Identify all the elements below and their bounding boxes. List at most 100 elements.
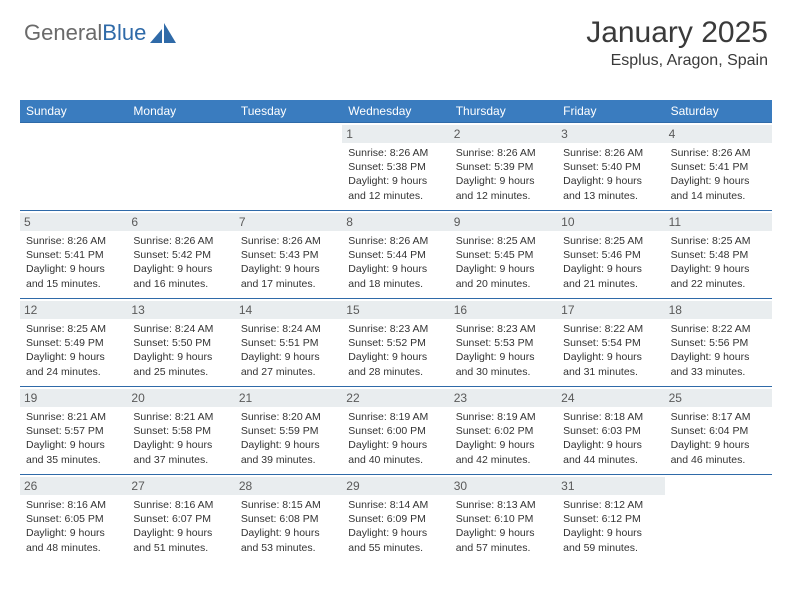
- calendar-cell: 24 Sunrise: 8:18 AMSunset: 6:03 PMDayligh…: [557, 386, 664, 474]
- location-subtitle: Esplus, Aragon, Spain: [586, 52, 768, 70]
- brand-logo: GeneralBlue: [24, 20, 176, 46]
- day-number: 1: [342, 125, 449, 143]
- day-number: 4: [665, 125, 772, 143]
- calendar-cell: 31 Sunrise: 8:12 AMSunset: 6:12 PMDayligh…: [557, 474, 664, 562]
- day-details: Sunrise: 8:25 AMSunset: 5:46 PMDaylight:…: [563, 234, 658, 291]
- weekday-header: Saturday: [665, 100, 772, 122]
- calendar-cell-empty: [127, 122, 234, 210]
- day-number: 30: [450, 477, 557, 495]
- calendar-cell: 9Sunrise: 8:25 AMSunset: 5:45 PMDaylight…: [450, 210, 557, 298]
- day-details: Sunrise: 8:13 AMSunset: 6:10 PMDaylight:…: [456, 498, 551, 555]
- calendar-cell: 6Sunrise: 8:26 AMSunset: 5:42 PMDaylight…: [127, 210, 234, 298]
- day-number: 29: [342, 477, 449, 495]
- calendar-cell: 29 Sunrise: 8:14 AMSunset: 6:09 PMDayligh…: [342, 474, 449, 562]
- day-number: 14: [235, 301, 342, 319]
- day-details: Sunrise: 8:21 AMSunset: 5:58 PMDaylight:…: [133, 410, 228, 467]
- day-details: Sunrise: 8:23 AMSunset: 5:53 PMDaylight:…: [456, 322, 551, 379]
- calendar-cell: 8Sunrise: 8:26 AMSunset: 5:44 PMDaylight…: [342, 210, 449, 298]
- calendar-cell: 17Sunrise: 8:22 AMSunset: 5:54 PMDayligh…: [557, 298, 664, 386]
- day-details: Sunrise: 8:16 AMSunset: 6:05 PMDaylight:…: [26, 498, 121, 555]
- day-details: Sunrise: 8:26 AMSunset: 5:41 PMDaylight:…: [671, 146, 766, 203]
- day-details: Sunrise: 8:24 AMSunset: 5:50 PMDaylight:…: [133, 322, 228, 379]
- day-number: 12: [20, 301, 127, 319]
- calendar-cell: 19 Sunrise: 8:21 AMSunset: 5:57 PMDayligh…: [20, 386, 127, 474]
- day-number: 22: [342, 389, 449, 407]
- day-details: Sunrise: 8:26 AMSunset: 5:38 PMDaylight:…: [348, 146, 443, 203]
- day-details: Sunrise: 8:14 AMSunset: 6:09 PMDaylight:…: [348, 498, 443, 555]
- calendar-cell: 28 Sunrise: 8:15 AMSunset: 6:08 PMDayligh…: [235, 474, 342, 562]
- day-details: Sunrise: 8:26 AMSunset: 5:43 PMDaylight:…: [241, 234, 336, 291]
- calendar-cell: 12 Sunrise: 8:25 AMSunset: 5:49 PMDayligh…: [20, 298, 127, 386]
- day-details: Sunrise: 8:21 AMSunset: 5:57 PMDaylight:…: [26, 410, 121, 467]
- day-details: Sunrise: 8:15 AMSunset: 6:08 PMDaylight:…: [241, 498, 336, 555]
- calendar-cell: 21 Sunrise: 8:20 AMSunset: 5:59 PMDayligh…: [235, 386, 342, 474]
- day-number: 27: [127, 477, 234, 495]
- weekday-header: Monday: [127, 100, 234, 122]
- calendar-cell: 11 Sunrise: 8:25 AMSunset: 5:48 PMDayligh…: [665, 210, 772, 298]
- day-details: Sunrise: 8:20 AMSunset: 5:59 PMDaylight:…: [241, 410, 336, 467]
- day-number: 20: [127, 389, 234, 407]
- day-details: Sunrise: 8:25 AMSunset: 5:49 PMDaylight:…: [26, 322, 121, 379]
- day-details: Sunrise: 8:26 AMSunset: 5:40 PMDaylight:…: [563, 146, 658, 203]
- calendar-cell: 10 Sunrise: 8:25 AMSunset: 5:46 PMDayligh…: [557, 210, 664, 298]
- weekday-header: Thursday: [450, 100, 557, 122]
- calendar-cell: 18Sunrise: 8:22 AMSunset: 5:56 PMDayligh…: [665, 298, 772, 386]
- day-number: 16: [450, 301, 557, 319]
- day-details: Sunrise: 8:24 AMSunset: 5:51 PMDaylight:…: [241, 322, 336, 379]
- day-details: Sunrise: 8:18 AMSunset: 6:03 PMDaylight:…: [563, 410, 658, 467]
- day-number: 10: [557, 213, 664, 231]
- calendar-header-row: SundayMondayTuesdayWednesdayThursdayFrid…: [20, 100, 772, 122]
- day-details: Sunrise: 8:22 AMSunset: 5:56 PMDaylight:…: [671, 322, 766, 379]
- title-block: January 2025 Esplus, Aragon, Spain: [586, 16, 768, 70]
- calendar-cell: 13 Sunrise: 8:24 AMSunset: 5:50 PMDayligh…: [127, 298, 234, 386]
- calendar-cell: 14 Sunrise: 8:24 AMSunset: 5:51 PMDayligh…: [235, 298, 342, 386]
- day-number: 25: [665, 389, 772, 407]
- calendar-cell-empty: [665, 474, 772, 562]
- calendar-cell: 20 Sunrise: 8:21 AMSunset: 5:58 PMDayligh…: [127, 386, 234, 474]
- calendar-cell: 26 Sunrise: 8:16 AMSunset: 6:05 PMDayligh…: [20, 474, 127, 562]
- calendar-cell: 27Sunrise: 8:16 AMSunset: 6:07 PMDayligh…: [127, 474, 234, 562]
- day-number: 28: [235, 477, 342, 495]
- month-title: January 2025: [586, 16, 768, 50]
- day-number: 3: [557, 125, 664, 143]
- day-number: 5: [20, 213, 127, 231]
- weekday-header: Friday: [557, 100, 664, 122]
- day-details: Sunrise: 8:23 AMSunset: 5:52 PMDaylight:…: [348, 322, 443, 379]
- brand-part2: Blue: [102, 20, 146, 46]
- calendar-cell: 1 Sunrise: 8:26 AMSunset: 5:38 PMDaylight…: [342, 122, 449, 210]
- day-number: 6: [127, 213, 234, 231]
- calendar-cell: 30 Sunrise: 8:13 AMSunset: 6:10 PMDayligh…: [450, 474, 557, 562]
- day-number: 19: [20, 389, 127, 407]
- calendar-cell: 4 Sunrise: 8:26 AMSunset: 5:41 PMDaylight…: [665, 122, 772, 210]
- day-number: 26: [20, 477, 127, 495]
- calendar-body: 1 Sunrise: 8:26 AMSunset: 5:38 PMDaylight…: [20, 122, 772, 562]
- weekday-header: Sunday: [20, 100, 127, 122]
- calendar-cell: 5 Sunrise: 8:26 AMSunset: 5:41 PMDaylight…: [20, 210, 127, 298]
- calendar-cell: 3 Sunrise: 8:26 AMSunset: 5:40 PMDaylight…: [557, 122, 664, 210]
- day-number: 13: [127, 301, 234, 319]
- day-details: Sunrise: 8:26 AMSunset: 5:44 PMDaylight:…: [348, 234, 443, 291]
- day-number: 11: [665, 213, 772, 231]
- calendar: SundayMondayTuesdayWednesdayThursdayFrid…: [20, 100, 772, 562]
- day-number: 15: [342, 301, 449, 319]
- calendar-cell: 22 Sunrise: 8:19 AMSunset: 6:00 PMDayligh…: [342, 386, 449, 474]
- day-details: Sunrise: 8:25 AMSunset: 5:48 PMDaylight:…: [671, 234, 766, 291]
- brand-part1: General: [24, 20, 102, 46]
- day-number: 23: [450, 389, 557, 407]
- day-details: Sunrise: 8:19 AMSunset: 6:02 PMDaylight:…: [456, 410, 551, 467]
- day-details: Sunrise: 8:26 AMSunset: 5:41 PMDaylight:…: [26, 234, 121, 291]
- day-details: Sunrise: 8:22 AMSunset: 5:54 PMDaylight:…: [563, 322, 658, 379]
- day-number: 21: [235, 389, 342, 407]
- day-number: 7: [235, 213, 342, 231]
- day-details: Sunrise: 8:12 AMSunset: 6:12 PMDaylight:…: [563, 498, 658, 555]
- calendar-cell-empty: [20, 122, 127, 210]
- day-details: Sunrise: 8:26 AMSunset: 5:39 PMDaylight:…: [456, 146, 551, 203]
- day-number: 2: [450, 125, 557, 143]
- day-number: 24: [557, 389, 664, 407]
- calendar-cell-empty: [235, 122, 342, 210]
- day-number: 31: [557, 477, 664, 495]
- day-details: Sunrise: 8:19 AMSunset: 6:00 PMDaylight:…: [348, 410, 443, 467]
- day-details: Sunrise: 8:17 AMSunset: 6:04 PMDaylight:…: [671, 410, 766, 467]
- calendar-cell: 16 Sunrise: 8:23 AMSunset: 5:53 PMDayligh…: [450, 298, 557, 386]
- weekday-header: Tuesday: [235, 100, 342, 122]
